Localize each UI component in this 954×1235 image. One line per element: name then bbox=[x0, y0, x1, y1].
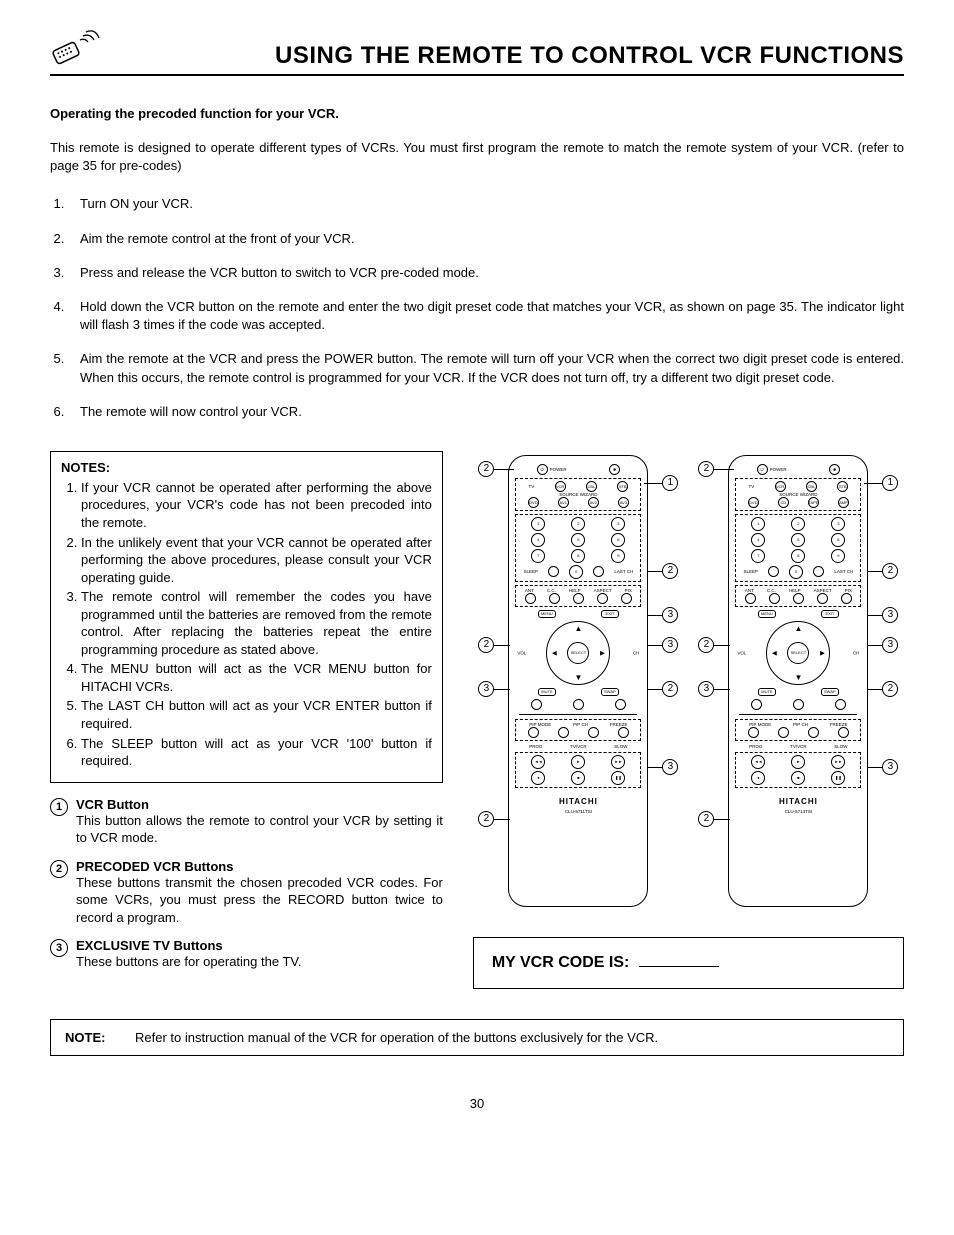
bottom-note-text: Refer to instruction manual of the VCR f… bbox=[135, 1030, 658, 1045]
left-column: NOTES: If your VCR cannot be operated af… bbox=[50, 451, 443, 989]
page-number: 30 bbox=[50, 1096, 904, 1111]
remotes-diagram: ⏻POWER✱ TVVCRCBLSTB SOURCE WIZARD DVDAV1… bbox=[473, 451, 904, 911]
circled-1-icon: 1 bbox=[50, 798, 68, 816]
defn-title: EXCLUSIVE TV Buttons bbox=[76, 938, 443, 953]
notes-box: NOTES: If your VCR cannot be operated af… bbox=[50, 451, 443, 783]
remote-diagram-1: ⏻POWER✱ TVVCRCBLSTB SOURCE WIZARD DVDAV1… bbox=[478, 451, 678, 911]
definition-2: 2 PRECODED VCR Buttons These buttons tra… bbox=[50, 859, 443, 927]
defn-title: VCR Button bbox=[76, 797, 443, 812]
note-item: The MENU button will act as the VCR MENU… bbox=[81, 660, 432, 695]
page-header: USING THE REMOTE TO CONTROL VCR FUNCTION… bbox=[50, 30, 904, 76]
note-item: The SLEEP button will act as your VCR '1… bbox=[81, 735, 432, 770]
code-blank-line bbox=[639, 966, 719, 967]
step-item: The remote will now control your VCR. bbox=[68, 403, 904, 421]
defn-text: These buttons are for operating the TV. bbox=[76, 953, 443, 971]
main-steps-list: Turn ON your VCR. Aim the remote control… bbox=[50, 195, 904, 421]
code-label: MY VCR CODE IS: bbox=[492, 954, 630, 971]
note-item: The LAST CH button will act as your VCR … bbox=[81, 697, 432, 732]
right-column: ⏻POWER✱ TVVCRCBLSTB SOURCE WIZARD DVDAV1… bbox=[473, 451, 904, 989]
defn-text: These buttons transmit the chosen precod… bbox=[76, 874, 443, 927]
remote-diagram-2: ⏻POWER✱ TVVCRCBLSTB SOURCE WIZARD DVDCDT… bbox=[698, 451, 898, 911]
note-item: The remote control will remember the cod… bbox=[81, 588, 432, 658]
notes-list: If your VCR cannot be operated after per… bbox=[61, 479, 432, 770]
bottom-note-box: NOTE: Refer to instruction manual of the… bbox=[50, 1019, 904, 1056]
circled-3-icon: 3 bbox=[50, 939, 68, 957]
two-column-section: NOTES: If your VCR cannot be operated af… bbox=[50, 451, 904, 989]
notes-title: NOTES: bbox=[61, 460, 432, 475]
defn-title: PRECODED VCR Buttons bbox=[76, 859, 443, 874]
step-item: Aim the remote at the VCR and press the … bbox=[68, 350, 904, 386]
bottom-note-label: NOTE: bbox=[65, 1030, 135, 1045]
circled-2-icon: 2 bbox=[50, 860, 68, 878]
definition-3: 3 EXCLUSIVE TV Buttons These buttons are… bbox=[50, 938, 443, 971]
definition-1: 1 VCR Button This button allows the remo… bbox=[50, 797, 443, 847]
defn-text: This button allows the remote to control… bbox=[76, 812, 443, 847]
intro-text: This remote is designed to operate diffe… bbox=[50, 139, 904, 175]
step-item: Aim the remote control at the front of y… bbox=[68, 230, 904, 248]
step-item: Hold down the VCR button on the remote a… bbox=[68, 298, 904, 334]
page-title: USING THE REMOTE TO CONTROL VCR FUNCTION… bbox=[120, 42, 904, 70]
note-item: If your VCR cannot be operated after per… bbox=[81, 479, 432, 532]
step-item: Press and release the VCR button to swit… bbox=[68, 264, 904, 282]
intro-heading: Operating the precoded function for your… bbox=[50, 106, 904, 121]
note-item: In the unlikely event that your VCR cann… bbox=[81, 534, 432, 587]
vcr-code-box: MY VCR CODE IS: bbox=[473, 937, 904, 989]
step-item: Turn ON your VCR. bbox=[68, 195, 904, 213]
remote-icon bbox=[50, 30, 100, 70]
